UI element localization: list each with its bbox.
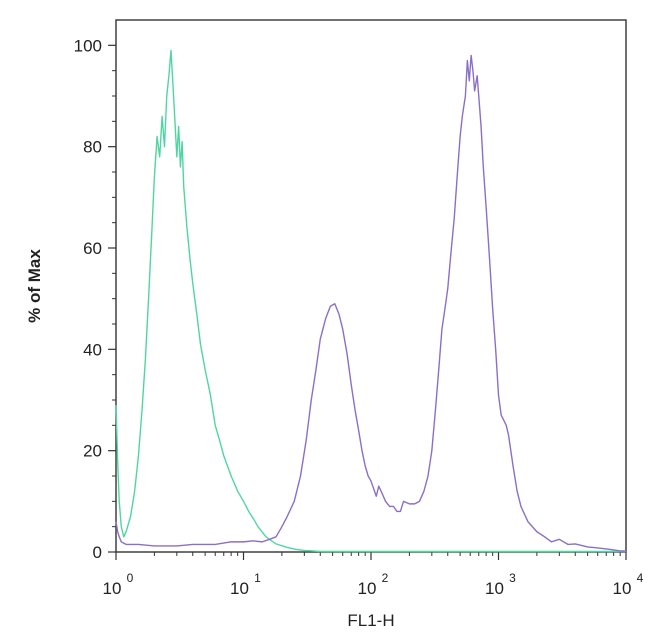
x-axis-ticks: 10 0 10 1 10 2 10 3 10 4 [103, 552, 644, 598]
x-tick-label: 10 [613, 579, 632, 598]
y-tick-label: 0 [93, 543, 102, 562]
x-tick-label: 10 [230, 579, 249, 598]
y-tick-label: 100 [74, 36, 102, 55]
y-tick-label: 80 [83, 138, 102, 157]
plot-frame [115, 19, 627, 553]
y-axis-ticks: 0 20 40 60 80 100 [74, 36, 116, 562]
y-tick-label: 60 [83, 239, 102, 258]
y-tick-label: 20 [83, 442, 102, 461]
x-tick-label: 10 [358, 579, 377, 598]
series-layer [115, 49, 626, 553]
x-tick-exponent: 1 [254, 571, 261, 585]
x-tick-label: 10 [485, 579, 504, 598]
x-tick-exponent: 0 [127, 571, 134, 585]
x-tick-exponent: 2 [382, 571, 389, 585]
x-axis-title: FL1-H [347, 611, 394, 630]
y-axis-title: % of Max [25, 249, 44, 323]
x-tick-exponent: 3 [509, 571, 516, 585]
series-line-1 [115, 49, 626, 553]
series-line-2 [115, 54, 626, 552]
x-tick-label: 10 [103, 579, 122, 598]
x-tick-exponent: 4 [637, 571, 644, 585]
y-tick-label: 40 [83, 340, 102, 359]
